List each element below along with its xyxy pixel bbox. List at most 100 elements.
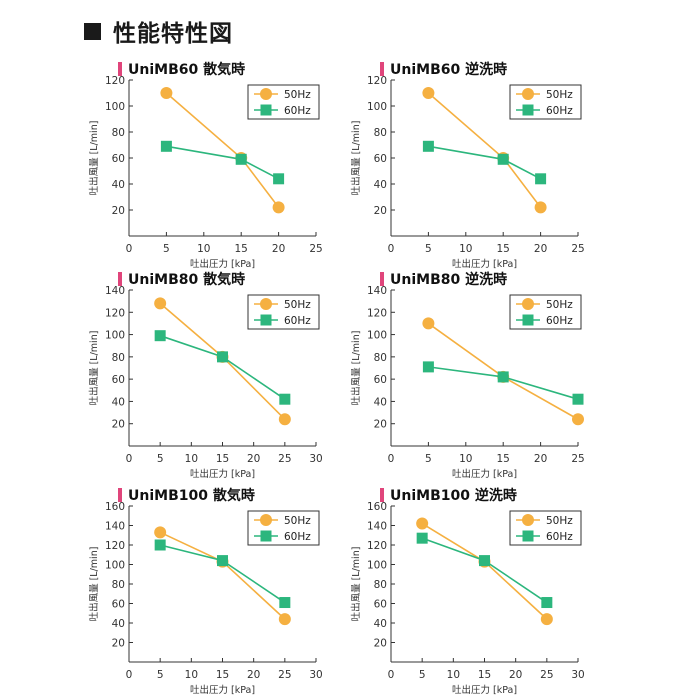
y-tick-label: 40 <box>112 179 125 191</box>
data-point <box>278 413 291 426</box>
x-tick-label: 5 <box>157 669 164 681</box>
data-point <box>273 173 285 185</box>
data-point <box>541 597 553 609</box>
series-50hz <box>422 317 584 426</box>
data-point <box>479 555 490 567</box>
x-tick-label: 20 <box>272 243 285 255</box>
data-point <box>497 371 509 383</box>
chart-title-row: UniMB60 散気時 <box>118 60 245 78</box>
data-point <box>154 297 167 310</box>
legend-label: 60Hz <box>284 315 311 327</box>
page-header: 性能特性図 <box>84 14 233 48</box>
title-mark-icon <box>118 62 122 76</box>
legend-marker <box>260 314 272 326</box>
x-tick-label: 10 <box>197 243 210 255</box>
data-point <box>534 201 547 214</box>
x-tick-label: 15 <box>216 669 229 681</box>
legend: 50Hz 60Hz <box>247 510 320 546</box>
chart-panel-1: UniMB60 散気時 20 40 60 80 100 120 0 5 10 15 20 25 吐出圧力… <box>88 60 388 270</box>
series-line <box>159 544 286 604</box>
x-tick-label: 5 <box>425 243 432 255</box>
legend-box <box>509 294 582 330</box>
x-tick-label: 10 <box>447 669 460 681</box>
data-point <box>540 613 553 626</box>
y-tick-label: 40 <box>374 179 387 191</box>
legend-marker <box>522 314 534 326</box>
data-point <box>422 317 435 330</box>
series-line <box>428 145 541 180</box>
y-axis-label: 吐出風量 [L/min] <box>88 331 100 406</box>
legend-marker <box>522 530 534 542</box>
chart-6: 20 40 60 80 100 120 140 160 0 5 10 15 20 25 30 吐出圧力 [kP… <box>350 501 585 696</box>
y-tick-label: 140 <box>105 285 125 297</box>
x-axis-label: 吐出圧力 [kPa] <box>452 258 517 270</box>
x-tick-label: 0 <box>388 669 395 681</box>
x-tick-label: 30 <box>309 669 322 681</box>
chart-panel-4: UniMB80 逆洗時 20 40 60 80 100 120 140 0 5 10 15 20 25 吐… <box>350 270 650 480</box>
y-tick-label: 40 <box>374 618 387 630</box>
y-tick-label: 120 <box>105 540 125 552</box>
y-tick-label: 60 <box>112 374 125 386</box>
legend-label: 60Hz <box>284 531 311 543</box>
x-tick-label: 25 <box>540 669 553 681</box>
y-tick-label: 40 <box>112 396 125 408</box>
legend-label: 50Hz <box>546 299 573 311</box>
y-tick-label: 80 <box>374 579 387 591</box>
legend-marker <box>260 514 272 526</box>
title-mark-icon <box>380 488 384 502</box>
chart-2: 20 40 60 80 100 120 0 5 10 15 20 25 吐出圧力 [kPa] 吐出風量 [… <box>350 75 585 270</box>
y-axis-label: 吐出風量 [L/min] <box>350 121 362 196</box>
legend: 50Hz 60Hz <box>509 84 582 120</box>
legend-marker <box>522 514 534 526</box>
y-tick-label: 160 <box>105 501 125 513</box>
legend-box <box>509 84 582 120</box>
x-tick-label: 10 <box>185 453 198 465</box>
chart-title-row: UniMB80 逆洗時 <box>380 270 507 288</box>
x-tick-label: 10 <box>459 453 472 465</box>
x-tick-label: 20 <box>247 453 260 465</box>
legend-box <box>509 510 582 546</box>
y-tick-label: 20 <box>374 419 387 431</box>
y-tick-label: 120 <box>105 307 125 319</box>
data-point <box>235 153 247 165</box>
chart-title: UniMB80 散気時 <box>128 272 246 288</box>
legend-label: 60Hz <box>284 105 311 117</box>
chart-4: 20 40 60 80 100 120 140 0 5 10 15 20 25 吐出圧力 [kPa] 吐出風… <box>350 285 585 480</box>
legend: 50Hz 60Hz <box>509 510 582 546</box>
x-tick-label: 0 <box>126 453 133 465</box>
data-point <box>279 597 291 609</box>
x-tick-label: 0 <box>126 243 133 255</box>
legend-marker <box>260 104 272 116</box>
x-tick-label: 15 <box>478 669 491 681</box>
data-point <box>572 413 584 426</box>
data-point <box>422 87 435 99</box>
legend-box <box>247 510 320 546</box>
series-line <box>159 334 286 400</box>
series-60hz <box>154 330 291 405</box>
x-tick-label: 10 <box>185 669 198 681</box>
y-tick-label: 120 <box>367 307 387 319</box>
chart-panel-6: UniMB100 逆洗時 20 40 60 80 100 120 140 160 0 5 10 15 2… <box>350 486 650 696</box>
x-tick-label: 5 <box>419 669 426 681</box>
y-tick-label: 100 <box>367 330 387 342</box>
chart-panel-5: UniMB100 散気時 20 40 60 80 100 120 140 160 0 5 10 15 2… <box>88 486 388 696</box>
y-axis-label: 吐出風量 [L/min] <box>350 331 362 406</box>
x-tick-label: 25 <box>571 453 584 465</box>
x-tick-label: 25 <box>278 669 291 681</box>
series-60hz <box>416 532 553 609</box>
data-point <box>160 87 173 99</box>
chart-title: UniMB80 逆洗時 <box>390 272 508 288</box>
y-tick-label: 60 <box>112 153 125 165</box>
legend-box <box>247 84 320 120</box>
x-tick-label: 0 <box>388 453 395 465</box>
chart-1: 20 40 60 80 100 120 0 5 10 15 20 25 吐出圧力 [kPa] 吐出風量 [… <box>88 75 323 270</box>
y-tick-label: 60 <box>374 374 387 386</box>
y-tick-label: 160 <box>367 501 387 513</box>
data-point <box>497 153 509 165</box>
data-point <box>422 140 434 152</box>
header-square-icon <box>84 22 101 40</box>
chart-title-row: UniMB60 逆洗時 <box>380 60 507 78</box>
data-point <box>217 351 228 363</box>
series-line <box>166 145 279 180</box>
data-point <box>272 201 285 214</box>
